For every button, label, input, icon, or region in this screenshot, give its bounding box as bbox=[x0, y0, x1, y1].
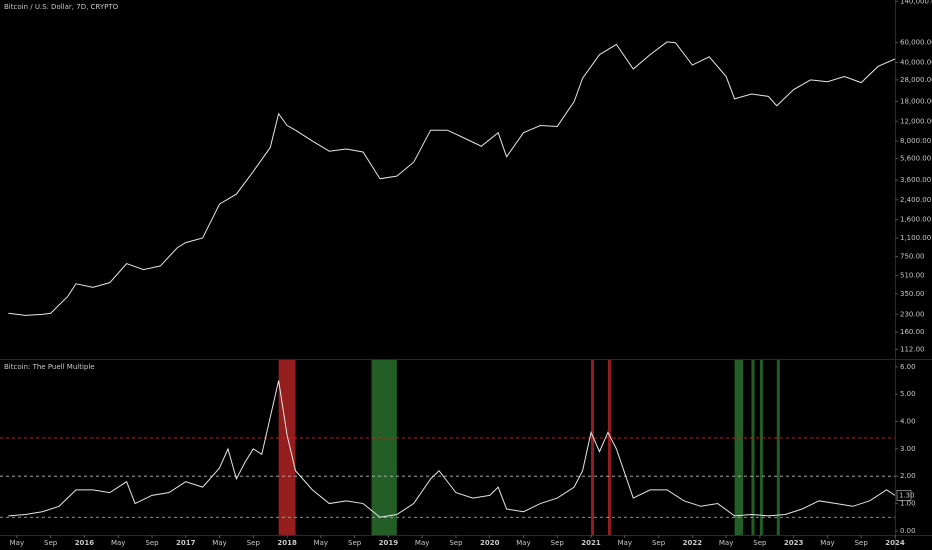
y-tick-label: 28,000.00 bbox=[900, 76, 932, 84]
y-tick-label: 4.00 bbox=[900, 418, 916, 426]
y-tick-label: 40,000.00 bbox=[900, 59, 932, 67]
signal-band bbox=[751, 360, 755, 535]
x-tick-label: Sep bbox=[44, 539, 58, 547]
y-tick-label: 750.00 bbox=[900, 253, 925, 261]
x-tick-label: Sep bbox=[247, 539, 261, 547]
signal-band bbox=[607, 360, 611, 535]
y-tick-label: 510.00 bbox=[900, 271, 925, 279]
y-tick-label: 1,600.00 bbox=[900, 216, 931, 224]
x-tick-label: Sep bbox=[753, 539, 767, 547]
signal-band bbox=[776, 360, 780, 535]
y-tick-label: 2,400.00 bbox=[900, 196, 931, 204]
y-tick-label: 112.00 bbox=[900, 345, 925, 353]
x-tick-label: Sep bbox=[855, 539, 869, 547]
y-tick-label: 18,000.00 bbox=[900, 98, 932, 106]
x-tick-label: 2023 bbox=[784, 539, 804, 547]
y-tick-label: 140,000.00 bbox=[900, 0, 932, 5]
x-tick-label: May bbox=[314, 539, 328, 547]
y-tick-label: 0.00 bbox=[900, 527, 916, 535]
x-tick-label: 2018 bbox=[277, 539, 297, 547]
signal-band bbox=[759, 360, 763, 535]
x-tick-label: 2017 bbox=[176, 539, 196, 547]
y-tick-label: 160.00 bbox=[900, 328, 925, 336]
y-tick-label: 350.00 bbox=[900, 290, 925, 298]
y-tick-label: 3,600.00 bbox=[900, 176, 931, 184]
x-tick-label: May bbox=[212, 539, 226, 547]
x-tick-label: May bbox=[618, 539, 632, 547]
x-tick-label: 2022 bbox=[683, 539, 703, 547]
chart-title: Bitcoin / U.S. Dollar, 7D, CRYPTO bbox=[4, 3, 119, 11]
x-tick-label: 2021 bbox=[581, 539, 601, 547]
y-tick-label: 5,600.00 bbox=[900, 154, 931, 162]
y-tick-label: 3.00 bbox=[900, 445, 916, 453]
x-tick-label: May bbox=[820, 539, 834, 547]
x-tick-label: May bbox=[719, 539, 733, 547]
x-tick-label: May bbox=[10, 539, 24, 547]
x-tick-label: 2016 bbox=[75, 539, 95, 547]
x-tick-label: Sep bbox=[348, 539, 362, 547]
x-tick-label: 2020 bbox=[480, 539, 500, 547]
signal-band bbox=[591, 360, 595, 535]
y-tick-label: 1.00 bbox=[900, 500, 916, 508]
signal-band bbox=[734, 360, 744, 535]
current-value-box bbox=[896, 490, 912, 501]
x-tick-label: Sep bbox=[449, 539, 463, 547]
y-tick-label: 8,000.00 bbox=[900, 137, 931, 145]
y-tick-label: 2.00 bbox=[900, 472, 916, 480]
y-tick-label: 230.00 bbox=[900, 310, 925, 318]
x-tick-label: May bbox=[415, 539, 429, 547]
y-tick-label: 6.00 bbox=[900, 363, 916, 371]
series-line bbox=[8, 380, 896, 518]
y-tick-label: 60,000.00 bbox=[900, 39, 932, 47]
indicator-title: Bitcoin: The Puell Multiple bbox=[4, 363, 95, 371]
y-tick-label: 12,000.00 bbox=[900, 117, 932, 125]
series-line bbox=[8, 41, 896, 316]
y-tick-label: 5.00 bbox=[900, 390, 916, 398]
x-tick-label: May bbox=[111, 539, 125, 547]
x-tick-label: Sep bbox=[551, 539, 565, 547]
current-value-label: 1.30 bbox=[899, 491, 915, 499]
x-tick-label: Sep bbox=[652, 539, 666, 547]
x-tick-label: 2024 bbox=[885, 539, 905, 547]
y-tick-label: 1,100.00 bbox=[900, 234, 931, 242]
signal-band bbox=[278, 360, 296, 535]
x-tick-label: 2019 bbox=[379, 539, 399, 547]
x-tick-label: May bbox=[516, 539, 530, 547]
signal-band bbox=[371, 360, 397, 535]
x-tick-label: Sep bbox=[145, 539, 159, 547]
